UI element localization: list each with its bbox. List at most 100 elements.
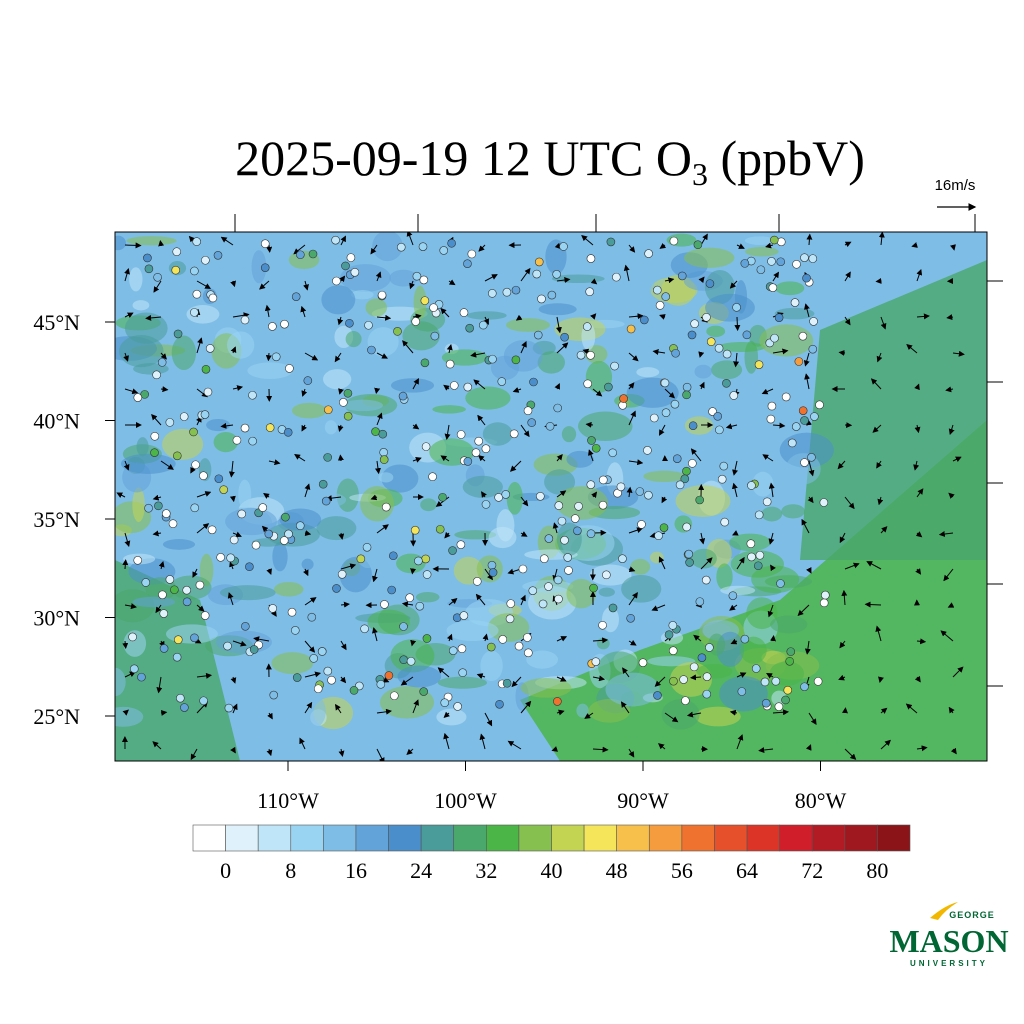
station xyxy=(626,613,635,623)
wind-vector xyxy=(807,496,814,504)
wind-vector xyxy=(410,568,417,575)
wind-vector xyxy=(156,676,163,694)
wind-vector xyxy=(337,454,344,462)
station xyxy=(534,257,544,267)
station xyxy=(269,690,279,700)
station xyxy=(201,365,211,374)
station xyxy=(172,451,182,461)
station xyxy=(785,656,794,666)
station xyxy=(384,671,394,680)
wind-vector xyxy=(943,568,954,582)
station xyxy=(807,453,816,462)
station xyxy=(669,236,679,246)
concentration-patch xyxy=(420,498,437,512)
station xyxy=(381,502,391,512)
station xyxy=(260,263,270,272)
station xyxy=(705,279,715,288)
wind-vector xyxy=(152,741,162,750)
station xyxy=(154,501,163,511)
colorbar-swatch xyxy=(779,824,813,852)
station xyxy=(713,412,723,421)
station xyxy=(216,553,225,562)
wind-vector xyxy=(659,242,667,249)
station xyxy=(702,672,712,681)
station xyxy=(226,553,235,563)
station xyxy=(224,703,234,713)
concentration-patch xyxy=(716,563,733,591)
concentration-patch xyxy=(506,481,523,515)
lat-label: 35°N xyxy=(33,507,80,532)
station xyxy=(474,436,484,446)
concentration-patch xyxy=(752,471,774,497)
station xyxy=(219,485,228,494)
wind-vector xyxy=(520,531,528,537)
wind-vector xyxy=(153,280,162,293)
station xyxy=(586,350,595,360)
wind-vector xyxy=(476,673,486,679)
station xyxy=(393,327,402,336)
wind-vector xyxy=(446,344,453,354)
wind-vector xyxy=(585,421,594,428)
wind-vector xyxy=(232,312,250,319)
wind-vector xyxy=(152,494,162,501)
concentration-patch xyxy=(544,469,576,495)
station xyxy=(497,377,507,386)
station xyxy=(682,382,692,392)
lon-label: 90°W xyxy=(617,788,669,813)
wind-vector xyxy=(446,633,453,642)
station xyxy=(626,324,636,334)
wind-vector xyxy=(658,743,666,750)
wind-vector xyxy=(412,699,419,714)
station xyxy=(406,656,416,666)
station xyxy=(387,585,396,595)
wind-vector xyxy=(766,672,774,679)
concentration-patch xyxy=(432,405,466,414)
logo-swoosh xyxy=(930,902,958,920)
station xyxy=(295,521,305,531)
station xyxy=(746,539,756,549)
wind-vector xyxy=(806,567,812,574)
concentration-patch xyxy=(351,290,374,300)
station xyxy=(349,686,359,695)
station xyxy=(553,403,562,413)
wind-vector xyxy=(839,532,846,544)
station xyxy=(313,684,323,694)
station xyxy=(747,552,756,562)
station xyxy=(570,514,580,523)
station xyxy=(776,579,785,588)
concentration-patch xyxy=(206,418,231,432)
concentration-patch xyxy=(636,367,660,378)
wind-vector xyxy=(659,314,666,320)
wind-vector xyxy=(265,352,272,362)
wind-vector xyxy=(952,456,962,463)
station xyxy=(761,698,771,708)
concentration-patch xyxy=(505,318,551,332)
station xyxy=(589,583,598,593)
colorbar-swatch xyxy=(323,824,357,852)
wind-vector xyxy=(948,492,955,499)
concentration-patch xyxy=(774,307,815,320)
station xyxy=(523,406,533,416)
wind-vector xyxy=(301,388,308,397)
station xyxy=(514,641,524,651)
station xyxy=(478,320,488,330)
station xyxy=(587,436,596,445)
station xyxy=(606,237,616,247)
station xyxy=(618,554,627,563)
station xyxy=(332,276,341,286)
wind-vector xyxy=(913,460,920,471)
wind-vector xyxy=(253,636,270,643)
concentration-patch xyxy=(279,508,322,531)
wind-vector xyxy=(124,603,137,610)
concentration-patch xyxy=(132,487,145,523)
wind-vector xyxy=(444,531,451,539)
wind-vector xyxy=(844,241,852,248)
station xyxy=(182,597,192,607)
concentration-patch xyxy=(271,652,314,675)
wind-vector xyxy=(555,316,562,334)
station xyxy=(307,612,317,622)
wind-vector xyxy=(372,627,378,642)
wind-vector xyxy=(880,739,891,750)
concentration-patch xyxy=(462,475,503,498)
station xyxy=(808,344,818,354)
